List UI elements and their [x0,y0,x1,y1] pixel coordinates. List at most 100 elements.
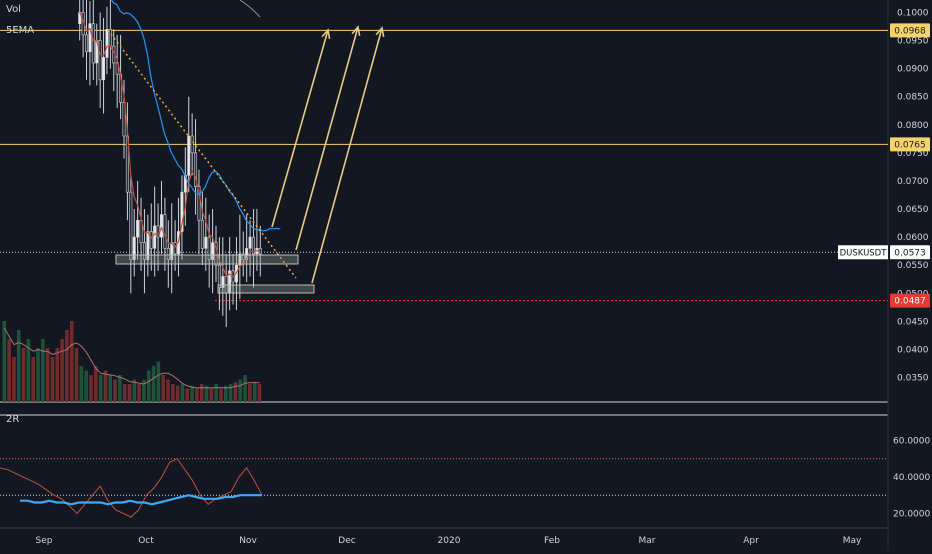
volume-bar [166,379,170,402]
candle-body [132,236,136,260]
time-axis-tick: Oct [138,536,154,546]
price-axis-tick: 0.0650 [897,205,929,215]
candle-body [105,28,109,58]
volume-bar [7,339,11,402]
volume-bar [118,375,122,402]
price-axis-tick: 0.0600 [897,233,929,243]
osc-axis-tick: 60.0000 [893,437,930,447]
candle-body [207,236,211,260]
candle-body [88,23,92,53]
volume-bar [171,384,175,402]
volume-bar [209,388,214,402]
volume-ma-line [3,327,260,389]
volume-bar [219,388,223,402]
support-zone-box [217,284,315,294]
volume-bar [180,384,185,402]
time-axis-tick: May [843,536,862,546]
symbol-tag: DUSKUSDT [840,248,888,258]
candle-body [241,253,245,260]
support-zone-box [115,254,299,265]
candle-body [221,276,225,288]
volume-bar [132,379,137,402]
candle-body [217,264,221,288]
volume-bar [257,384,262,402]
dotted-trendline [107,29,297,279]
volume-bar [199,384,204,402]
volume-bar [248,384,252,402]
candle-body [136,219,140,238]
ema-fast-line [79,12,261,278]
price-axis-tick: 0.0450 [897,317,929,327]
time-axis-tick: 2020 [438,536,461,546]
ema-slow-line [110,0,281,232]
volume-bar [12,357,16,402]
time-axis-tick: Dec [338,536,355,546]
oscillator-legend: 2R [6,414,20,425]
candle-body [187,135,191,176]
resistance-mid-label-bg [890,137,930,152]
volume-bar [146,370,151,402]
volume-bar [41,339,45,402]
volume-bar [175,385,180,402]
volume-bar [31,357,36,402]
ema-legend: 5EMA [6,25,35,36]
volume-bar [108,375,113,402]
volume-bar [127,384,132,402]
volume-bar [16,330,21,402]
candle-body [190,135,194,154]
candle-body [159,214,163,238]
volume-bar [45,348,50,402]
volume-bar [21,348,26,402]
candle-body [142,242,146,260]
candle-body [204,236,208,249]
candle-body [98,40,102,81]
volume-bar [137,384,141,402]
volume-bar [204,385,209,402]
support-low-label-bg [890,293,930,308]
volume-bar [98,375,103,402]
candle-body [85,34,89,53]
price-axis-tick: 0.1000 [897,8,929,18]
target-arrow [311,27,383,284]
symbol-tag-bg [838,245,888,260]
target-arrow-head [375,26,385,37]
time-axis-tick: Feb [544,536,560,546]
volume-bar [185,388,190,402]
price-axis-tick: 0.0700 [897,177,929,187]
volume-bar [190,385,194,402]
candle-body [173,242,177,255]
osc-axis-tick: 20.0000 [893,509,930,519]
volume-bar [26,339,31,402]
price-axis-tick: 0.0850 [897,93,929,103]
last-price-label: 0.0573 [894,248,926,258]
volume-bar [238,379,243,402]
price-axis-tick: 0.0400 [897,345,929,355]
last-price-label-bg [890,245,930,260]
candle-body [194,152,198,187]
volume-bar [113,379,117,402]
candle-body [102,57,106,81]
candle-body [146,231,150,260]
volume-bar [84,370,88,402]
resistance-high-label: 0.0968 [894,26,926,36]
volume-bar [156,361,161,402]
volume-bar [69,321,74,402]
resistance-high-label-bg [890,23,930,38]
candle-body [149,231,153,249]
resistance-mid-label: 0.0765 [894,140,926,150]
candle-body [248,236,252,249]
volume-legend: Vol [6,4,21,15]
volume-bar [89,375,93,402]
target-arrow-head [321,28,331,40]
volume-bar [55,348,60,402]
volume-bar [60,339,64,402]
volume-bar [50,357,55,402]
osc-blue-line [20,494,262,506]
volume-bar [65,330,69,402]
candle-body [115,62,119,75]
volume-bar [79,366,84,402]
price-axis-tick: 0.0350 [897,374,929,384]
